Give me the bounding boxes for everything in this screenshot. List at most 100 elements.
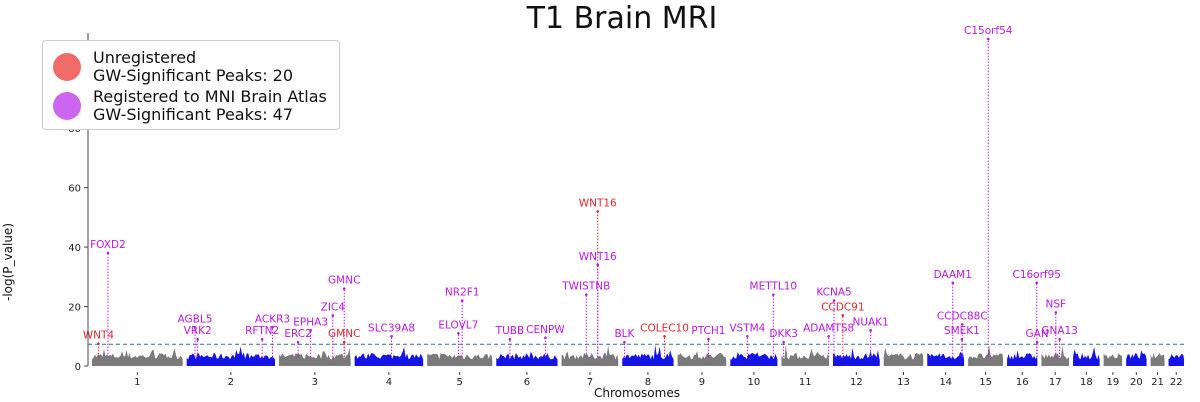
peak-point <box>951 281 955 285</box>
peak-point <box>457 331 460 335</box>
peak-point <box>663 334 666 338</box>
peak-label: FOXD2 <box>90 239 126 251</box>
chromosome-profile <box>833 347 880 360</box>
x-tick-label: 15 <box>979 377 992 388</box>
chromosome-profile <box>781 345 829 360</box>
chromosome-profile <box>1007 350 1038 360</box>
legend: Unregistered GW-Significant Peaks: 20 Re… <box>42 40 340 130</box>
peak-label: DAAM1 <box>934 269 972 281</box>
peak-label: EPHA3 <box>293 316 328 328</box>
chromosome-profile <box>1126 350 1147 360</box>
peak-point <box>1058 337 1061 341</box>
x-tick-label: 9 <box>699 377 705 388</box>
x-tick-label: 18 <box>1080 377 1093 388</box>
chromosome-band <box>496 359 558 366</box>
x-tick-label: 14 <box>939 377 952 388</box>
x-tick-label: 4 <box>386 377 392 388</box>
peak-point <box>508 337 512 341</box>
chromosome-profile <box>92 348 183 360</box>
peak-point <box>260 337 264 341</box>
legend-label-unregistered: Unregistered <box>93 48 197 67</box>
chromosome-band <box>1126 359 1147 366</box>
peak-point <box>707 337 710 341</box>
peak-label: RFTN2 <box>245 325 279 337</box>
peak-label: SMEK1 <box>944 325 980 337</box>
peak-point <box>623 340 626 344</box>
x-tick-label: 16 <box>1016 377 1029 388</box>
chromosome-profile <box>730 351 778 360</box>
chromosome-profile <box>677 351 727 360</box>
peak-point <box>827 334 830 338</box>
peak-point <box>309 329 312 332</box>
peak-label: VSTM4 <box>729 322 765 334</box>
x-tick-label: 20 <box>1130 377 1143 388</box>
peak-marks <box>97 37 1061 358</box>
x-tick-label: 12 <box>850 377 863 388</box>
x-tick-label: 17 <box>1049 377 1062 388</box>
x-tick-label: 6 <box>524 377 530 388</box>
peak-point <box>342 287 346 290</box>
peak-label: C15orf54 <box>964 25 1013 37</box>
peak-label: CCDC88C <box>937 310 988 322</box>
peak-point <box>296 340 300 344</box>
chromosome-profile <box>1150 353 1165 360</box>
chromosome-profile <box>1041 345 1070 360</box>
y-tick-label: 60 <box>68 184 81 195</box>
peak-point <box>1035 281 1039 285</box>
chromosome-profile <box>496 351 558 360</box>
x-tick-label: 13 <box>897 377 910 388</box>
peak-label: ACKR3 <box>255 313 290 325</box>
legend-count-unregistered: GW-Significant Peaks: 20 <box>93 66 294 85</box>
chromosome-band <box>968 359 1004 366</box>
peak-point <box>1054 311 1058 314</box>
peak-label: WNT4 <box>83 330 115 342</box>
chart-title: T1 Brain MRI <box>526 1 718 36</box>
peak-point <box>1035 340 1039 344</box>
chromosome-band <box>279 359 351 366</box>
legend-marker-unregistered <box>53 53 81 81</box>
peak-point <box>746 334 749 338</box>
legend-marker-registered <box>53 92 81 120</box>
peak-point <box>782 340 785 344</box>
chromosome-band <box>781 359 829 366</box>
chromosome-profile <box>968 345 1004 360</box>
chromosome-band <box>186 359 276 366</box>
chromosome-band <box>1007 359 1038 366</box>
peak-point <box>596 210 600 213</box>
peak-label: BLK <box>614 328 635 340</box>
peak-label: DKK3 <box>769 328 798 340</box>
chromosome-band <box>1150 359 1165 366</box>
background-points <box>92 344 1184 366</box>
x-tick-label: 11 <box>799 377 812 388</box>
peak-label: ERC2 <box>284 328 311 340</box>
peak-point <box>196 337 199 341</box>
peak-label: GMNC <box>328 328 360 340</box>
chromosome-profile <box>561 345 619 360</box>
peak-label: NSF <box>1046 298 1067 310</box>
x-tick-label: 8 <box>645 377 651 388</box>
peak-point <box>960 323 964 326</box>
chromosome-band <box>354 359 424 366</box>
x-tick-label: 5 <box>457 377 463 388</box>
peak-label: C16orf95 <box>1012 269 1061 281</box>
peak-point <box>841 314 845 317</box>
chromosome-profile <box>883 347 924 360</box>
peak-point <box>960 337 964 341</box>
peak-point <box>460 299 464 302</box>
peak-point <box>986 37 990 41</box>
peak-point <box>596 263 600 267</box>
chromosome-band <box>561 359 619 366</box>
chromosome-band <box>832 359 880 366</box>
chromosome-band <box>1041 359 1070 366</box>
y-axis-label: -log(P_value) <box>1 223 15 301</box>
peak-label: ZIC4 <box>321 301 346 313</box>
peak-label: WNT16 <box>579 197 617 209</box>
x-tick-label: 22 <box>1170 377 1183 388</box>
x-tick-label: 10 <box>747 377 760 388</box>
y-tick-label: 0 <box>75 362 81 373</box>
legend-item-registered: Registered to MNI Brain Atlas GW-Signifi… <box>53 88 327 124</box>
chromosome-band <box>1073 359 1100 366</box>
peak-label: NR2F1 <box>445 287 480 299</box>
peak-point <box>772 293 775 296</box>
chromosome-profile <box>1073 347 1100 360</box>
